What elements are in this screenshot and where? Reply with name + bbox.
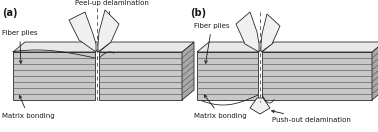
Polygon shape bbox=[13, 52, 95, 100]
Polygon shape bbox=[69, 12, 96, 52]
Text: Matrix bonding: Matrix bonding bbox=[194, 95, 246, 119]
Polygon shape bbox=[372, 42, 378, 100]
Polygon shape bbox=[250, 98, 270, 114]
Polygon shape bbox=[262, 42, 378, 52]
Polygon shape bbox=[262, 52, 372, 100]
Text: (b): (b) bbox=[190, 8, 206, 18]
Polygon shape bbox=[197, 52, 258, 100]
Polygon shape bbox=[197, 42, 270, 52]
Polygon shape bbox=[261, 14, 280, 52]
Text: Fiber plies: Fiber plies bbox=[2, 30, 37, 63]
Polygon shape bbox=[236, 12, 259, 52]
Polygon shape bbox=[98, 10, 119, 52]
Polygon shape bbox=[182, 42, 194, 100]
Polygon shape bbox=[99, 42, 194, 52]
Polygon shape bbox=[13, 42, 107, 52]
Text: (a): (a) bbox=[2, 8, 17, 18]
Text: Push-out delamination: Push-out delamination bbox=[272, 110, 351, 123]
Text: Matrix bonding: Matrix bonding bbox=[2, 95, 55, 119]
Text: Fiber plies: Fiber plies bbox=[194, 23, 229, 63]
Polygon shape bbox=[99, 52, 182, 100]
Text: Peel-up delamination: Peel-up delamination bbox=[75, 0, 149, 18]
